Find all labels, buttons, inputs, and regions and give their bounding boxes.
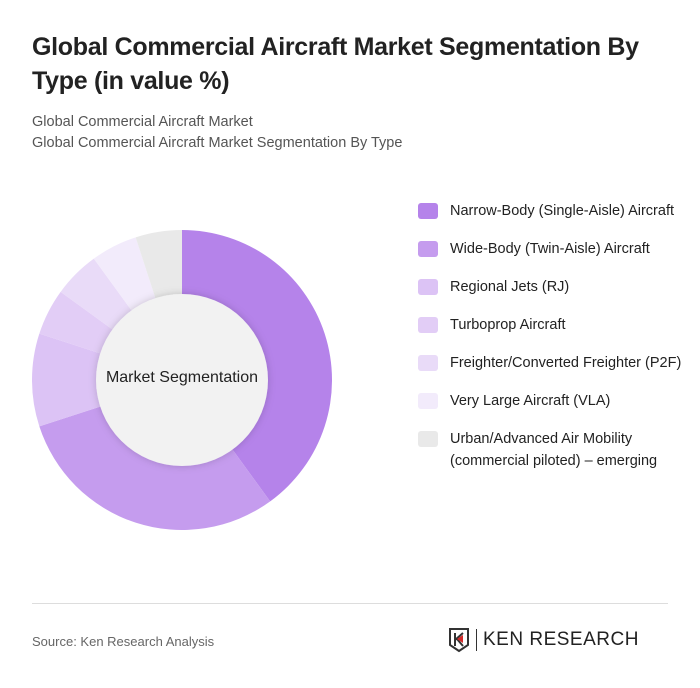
donut-slice-2 xyxy=(32,333,106,427)
divider xyxy=(32,603,668,604)
legend-label: Regional Jets (RJ) xyxy=(450,279,570,295)
source-note: Source: Ken Research Analysis xyxy=(32,634,215,649)
logo-separator xyxy=(476,629,477,651)
legend-label: Very Large Aircraft (VLA) xyxy=(450,393,611,409)
legend-item: Regional Jets (RJ) xyxy=(418,276,688,298)
ken-logo-icon xyxy=(449,628,469,653)
chart-title: Global Commercial Aircraft Market Segmen… xyxy=(32,33,639,95)
subtitle-segmentation: Global Commercial Aircraft Market Segmen… xyxy=(32,135,403,151)
legend-swatch xyxy=(418,279,438,295)
legend-swatch xyxy=(418,393,438,409)
legend-swatch xyxy=(418,431,438,447)
legend-swatch xyxy=(418,241,438,257)
legend-item: Very Large Aircraft (VLA) xyxy=(418,390,688,412)
subtitle-market: Global Commercial Aircraft Market xyxy=(32,114,253,130)
legend-label: Turboprop Aircraft xyxy=(450,317,566,333)
legend-item: Urban/Advanced Air Mobility (commercial … xyxy=(418,428,688,472)
legend-label: Narrow-Body (Single-Aisle) Aircraft xyxy=(450,203,675,219)
legend-item: Wide-Body (Twin-Aisle) Aircraft xyxy=(418,238,688,260)
ken-research-logo: KEN RESEARCH xyxy=(448,627,639,653)
legend-item: Narrow-Body (Single-Aisle) Aircraft xyxy=(418,200,688,222)
logo-text: KEN RESEARCH xyxy=(483,629,639,650)
legend-label: Wide-Body (Twin-Aisle) Aircraft xyxy=(450,241,650,257)
legend-item: Freighter/Converted Freighter (P2F) xyxy=(418,352,688,374)
donut-slice-4 xyxy=(60,258,135,333)
legend-swatch xyxy=(418,317,438,333)
legend-label: Freighter/Converted Freighter (P2F) xyxy=(450,355,682,371)
donut-slice-5 xyxy=(93,237,158,316)
donut-slice-6 xyxy=(135,230,182,304)
donut-center xyxy=(96,294,268,466)
legend-swatch xyxy=(418,355,438,371)
donut-slice-0 xyxy=(182,230,332,502)
donut-slice-3 xyxy=(39,291,118,356)
legend-item: Turboprop Aircraft xyxy=(418,314,688,336)
legend-swatch xyxy=(418,203,438,219)
legend: Narrow-Body (Single-Aisle) Aircraft Wide-… xyxy=(418,200,688,488)
legend-label: Urban/Advanced Air Mobility (commercial … xyxy=(450,431,658,469)
center-label: Market Segmentation xyxy=(105,369,259,386)
donut-chart xyxy=(32,230,332,530)
donut-slice-1 xyxy=(39,404,271,530)
